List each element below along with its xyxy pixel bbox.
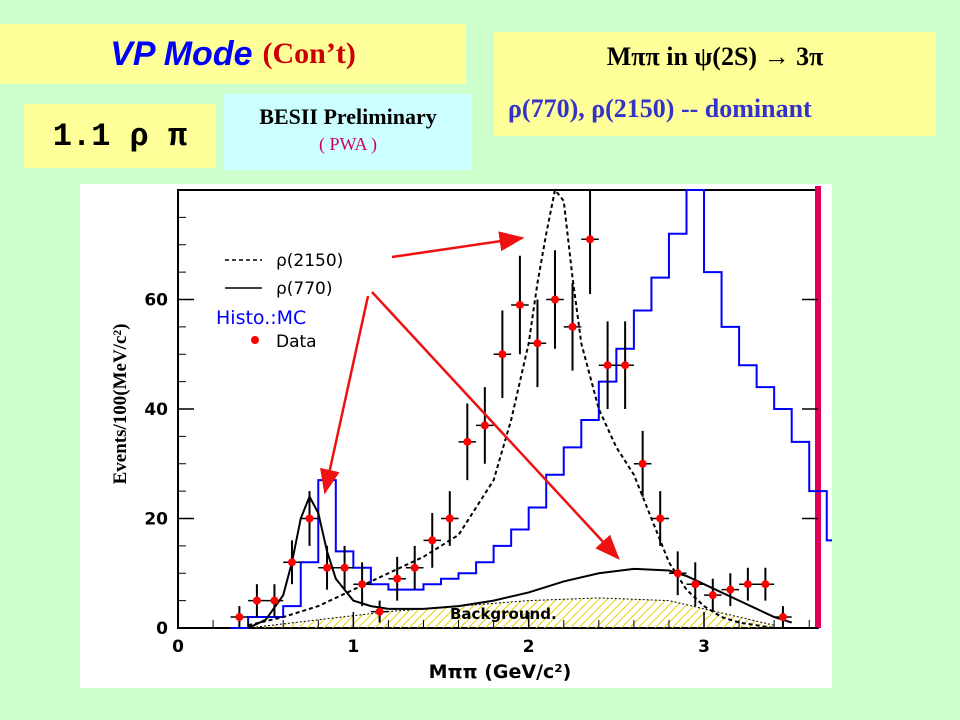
data-point <box>358 580 367 589</box>
data-point <box>323 563 332 572</box>
data-point <box>340 563 349 572</box>
data-point <box>550 295 559 304</box>
y-tick-label: 0 <box>156 619 168 639</box>
annotation-arrows <box>320 231 620 560</box>
data-point <box>410 563 419 572</box>
rho770-curve <box>247 494 792 629</box>
data-point <box>726 585 735 594</box>
data-point <box>498 350 507 359</box>
data-point <box>480 421 489 430</box>
x-axis-label: Mππ (GeV/c²) <box>429 661 572 683</box>
legend-data-marker <box>251 336 259 344</box>
data-point <box>463 437 472 446</box>
preliminary-badge: BESII Preliminary ( PWA ) <box>224 94 472 170</box>
data-point <box>515 300 524 309</box>
mc-histogram-layer <box>230 189 832 629</box>
y-axis-label: Events/100(MeV/c²) <box>110 324 131 485</box>
data-point <box>656 514 665 523</box>
info-box: Mππ in ψ(2S) → 3π ρ(770), ρ(2150) -- dom… <box>494 32 936 136</box>
data-point <box>235 613 244 622</box>
data-point <box>603 361 612 370</box>
data-point <box>533 339 542 348</box>
data-point <box>305 514 314 523</box>
data-point <box>621 361 630 370</box>
arrow-to-rho770-peak <box>320 295 370 495</box>
data-point <box>252 596 261 605</box>
y-tick-label: 20 <box>144 510 168 530</box>
title-box: VP Mode (Con’t) <box>0 24 466 84</box>
plot-panel: 0 20 40 60 0 1 2 3 ρ(2150) ρ(770) Histo.:MC Dat… <box>80 184 832 688</box>
info-line-dominant: ρ(770), ρ(2150) -- dominant <box>508 94 812 123</box>
x-tick-label: 2 <box>523 637 535 657</box>
plot-frame <box>177 189 819 629</box>
y-tick-label: 40 <box>144 400 168 420</box>
legend-rho770-label: ρ(770) <box>276 279 333 299</box>
arrow-to-rho2150-peak <box>391 231 525 259</box>
x-tick-label: 1 <box>347 637 359 657</box>
mode-label-box: 1.1 ρ π <box>24 104 216 168</box>
mc-histogram-line <box>230 189 832 629</box>
data-point <box>445 514 454 523</box>
data-point <box>287 558 296 567</box>
curve-layer <box>247 187 792 629</box>
x-tick-label: 0 <box>172 637 184 657</box>
data-point <box>761 580 770 589</box>
data-point <box>586 235 595 244</box>
data-point <box>708 591 717 600</box>
data-point <box>393 574 402 583</box>
arrow-to-rho770-tail <box>371 291 620 560</box>
page-title: VP Mode <box>110 34 253 73</box>
mass-spectrum-chart: 0 20 40 60 0 1 2 3 ρ(2150) ρ(770) Histo.:MC Dat… <box>110 186 832 683</box>
rho2150-curve <box>247 187 775 629</box>
mode-label: 1.1 ρ π <box>52 117 188 155</box>
info-line-process: Mππ in ψ(2S) → 3π <box>606 42 824 71</box>
badge-line-preliminary: BESII Preliminary <box>259 104 437 129</box>
data-point <box>743 580 752 589</box>
data-point <box>638 459 647 468</box>
background-annotation: Background. <box>450 605 557 623</box>
data-point <box>778 613 787 622</box>
data-point-layer <box>230 190 792 628</box>
data-point <box>270 596 279 605</box>
legend-data-label: Data <box>276 332 317 352</box>
data-point <box>568 322 577 331</box>
x-tick-label: 3 <box>698 637 710 657</box>
axes-layer: 0 20 40 60 0 1 2 3 <box>144 216 818 657</box>
data-point <box>673 569 682 578</box>
page-title-suffix: (Con’t) <box>262 37 356 70</box>
legend-rho2150-label: ρ(2150) <box>276 251 343 271</box>
plot-frame-right-edge <box>815 186 821 628</box>
badge-line-pwa: ( PWA ) <box>319 134 377 154</box>
legend: ρ(2150) ρ(770) Histo.:MC Data <box>216 251 343 352</box>
data-point <box>428 536 437 545</box>
y-tick-label: 60 <box>144 291 168 311</box>
data-point <box>375 607 384 616</box>
data-point <box>691 580 700 589</box>
legend-mc-label: Histo.:MC <box>216 307 306 329</box>
